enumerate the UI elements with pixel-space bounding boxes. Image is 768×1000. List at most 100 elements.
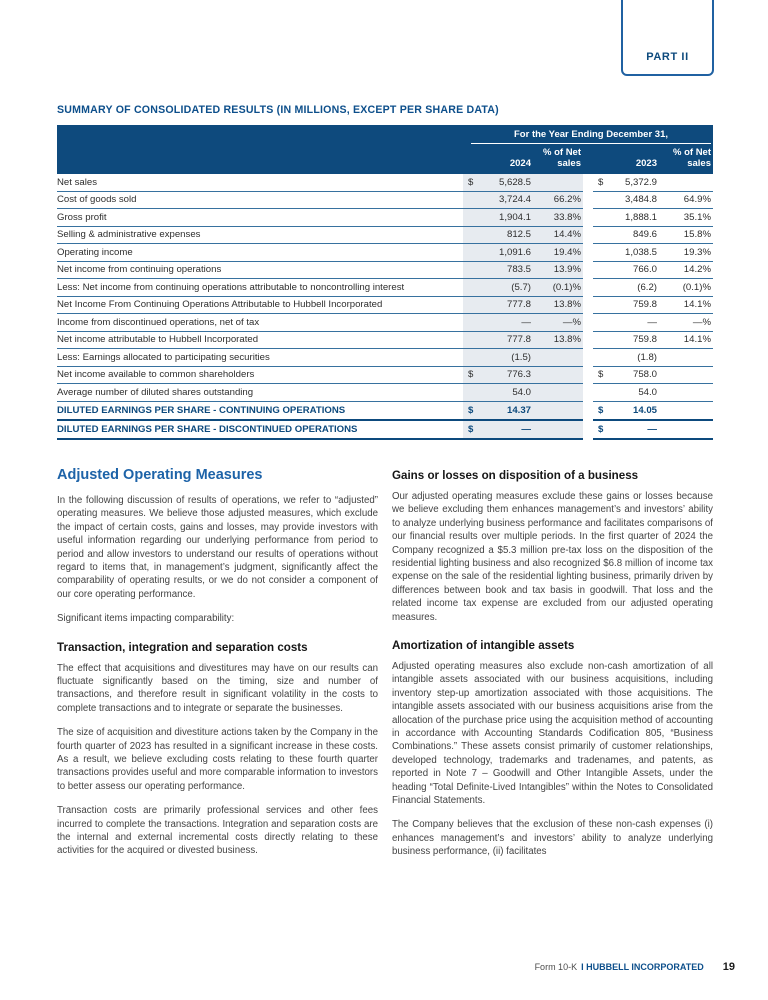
column-gap bbox=[583, 384, 593, 402]
row-label: DILUTED EARNINGS PER SHARE - DISCONTINUE… bbox=[57, 421, 463, 440]
currency-symbol bbox=[598, 194, 604, 205]
value-2024: $5,628.5 bbox=[463, 174, 537, 192]
value-2024-number: 14.37 bbox=[506, 404, 531, 416]
value-2023: $ — bbox=[593, 421, 663, 440]
pct-2024: 13.8% bbox=[537, 332, 583, 350]
table-row: Selling & administrative expenses 812.5 14… bbox=[57, 227, 713, 245]
value-2024: (1.5) bbox=[463, 349, 537, 367]
row-label: Income from discontinued operations, net… bbox=[57, 314, 463, 332]
table-row: Less: Net income from continuing operati… bbox=[57, 279, 713, 297]
value-2024: 777.8 bbox=[463, 297, 537, 315]
currency-symbol: $ bbox=[468, 176, 474, 188]
pct-2023: 19.3% bbox=[663, 244, 713, 262]
table-row: Less: Earnings allocated to participatin… bbox=[57, 349, 713, 367]
value-2024-number: 777.8 bbox=[506, 334, 531, 346]
value-2023: (1.8) bbox=[593, 349, 663, 367]
row-label: Gross profit bbox=[57, 209, 463, 227]
value-2024: $ — bbox=[463, 421, 537, 440]
pct-2023: 14.1% bbox=[663, 297, 713, 315]
value-2024: 777.8 bbox=[463, 332, 537, 350]
table-row: DILUTED EARNINGS PER SHARE - DISCONTINUE… bbox=[57, 421, 713, 440]
currency-symbol bbox=[468, 247, 474, 258]
footer-page-number: 19 bbox=[722, 961, 735, 973]
column-gap bbox=[583, 279, 593, 297]
column-gap bbox=[583, 314, 593, 332]
value-2024: 812.5 bbox=[463, 227, 537, 245]
value-2024: $14.37 bbox=[463, 402, 537, 421]
value-2023: 54.0 bbox=[593, 384, 663, 402]
paragraph: In the following discussion of results o… bbox=[57, 494, 378, 600]
pct-2024 bbox=[537, 432, 583, 440]
value-2024-number: 812.5 bbox=[506, 229, 531, 241]
currency-symbol bbox=[468, 299, 474, 310]
column-gap bbox=[583, 262, 593, 280]
subheading-gains-losses-disposition: Gains or losses on disposition of a busi… bbox=[392, 468, 639, 482]
table-row: Income from discontinued operations, net… bbox=[57, 314, 713, 332]
pct-2023 bbox=[663, 360, 713, 367]
column-gap bbox=[583, 192, 593, 210]
value-2023: 3,484.8 bbox=[593, 192, 663, 210]
value-2024-number: 777.8 bbox=[506, 299, 531, 311]
value-2023: (6.2) bbox=[593, 279, 663, 297]
year-ending-label: For the Year Ending December 31, bbox=[471, 125, 711, 144]
column-gap bbox=[583, 227, 593, 245]
value-2023-number: 759.8 bbox=[632, 334, 657, 346]
row-label: Net income from continuing operations bbox=[57, 262, 463, 280]
pct-2024 bbox=[537, 378, 583, 385]
pct-2024: —% bbox=[537, 314, 583, 332]
table-row: Operating income 1,091.6 19.4% 1,038.5 19.3% bbox=[57, 244, 713, 262]
row-label: DILUTED EARNINGS PER SHARE - CONTINUING … bbox=[57, 402, 463, 421]
value-2024: 1,904.1 bbox=[463, 209, 537, 227]
subheading-transaction-costs: Transaction, integration and separation … bbox=[57, 640, 308, 654]
value-2023-number: 5,372.9 bbox=[624, 176, 657, 188]
row-label: Net income attributable to Hubbell Incor… bbox=[57, 332, 463, 350]
paragraph: Our adjusted operating measures exclude … bbox=[392, 490, 713, 623]
value-2023: 849.6 bbox=[593, 227, 663, 245]
value-2023-number: 14.05 bbox=[632, 404, 657, 416]
value-2024-number: 776.3 bbox=[506, 369, 531, 381]
pct-2024: 19.4% bbox=[537, 244, 583, 262]
table-row: Average number of diluted shares outstan… bbox=[57, 384, 713, 402]
value-2023: $14.05 bbox=[593, 402, 663, 421]
pct-2023 bbox=[663, 432, 713, 440]
table-header-columns-row: 2024 % of Net sales 2023 % of Net sales bbox=[57, 144, 713, 169]
column-gap bbox=[583, 174, 593, 192]
table-row: Gross profit 1,904.1 33.8% 1,888.1 35.1% bbox=[57, 209, 713, 227]
pct-2023: —% bbox=[663, 314, 713, 332]
value-2023: 1,038.5 bbox=[593, 244, 663, 262]
column-gap bbox=[583, 297, 593, 315]
table-row: Net Income From Continuing Operations At… bbox=[57, 297, 713, 315]
pct-2024 bbox=[537, 395, 583, 402]
value-2023-number: 849.6 bbox=[632, 229, 657, 241]
currency-symbol bbox=[598, 334, 604, 345]
paragraph: The Company believes that the exclusion … bbox=[392, 819, 713, 858]
row-label: Net Income From Continuing Operations At… bbox=[57, 297, 463, 315]
row-label: Selling & administrative expenses bbox=[57, 227, 463, 245]
column-gap bbox=[583, 209, 593, 227]
value-2023-number: 1,888.1 bbox=[624, 211, 657, 223]
value-2024: 54.0 bbox=[463, 384, 537, 402]
value-2023-number: 766.0 bbox=[632, 264, 657, 276]
pct-2024: 14.4% bbox=[537, 227, 583, 245]
pct-2024: 66.2% bbox=[537, 192, 583, 210]
part-ii-tab: PART II bbox=[621, 0, 714, 76]
table-row: DILUTED EARNINGS PER SHARE - CONTINUING … bbox=[57, 402, 713, 421]
pct-2024 bbox=[537, 185, 583, 192]
currency-symbol bbox=[468, 264, 474, 275]
value-2024: — bbox=[463, 314, 537, 332]
value-2023-number: — bbox=[647, 316, 657, 328]
footer-form-label: Form 10-K bbox=[534, 962, 578, 972]
paragraph: The size of acquisition and divestiture … bbox=[57, 727, 378, 792]
table-row: Net income attributable to Hubbell Incor… bbox=[57, 332, 713, 350]
column-gap bbox=[583, 332, 593, 350]
value-2024-number: — bbox=[521, 316, 531, 328]
table-body: Net sales $5,628.5 $5,372.9 Cost of goods s… bbox=[57, 174, 713, 440]
page-content: SUMMARY OF CONSOLIDATED RESULTS (IN MILL… bbox=[57, 104, 713, 870]
currency-symbol bbox=[598, 247, 604, 258]
header-col-pct-2023: % of Net sales bbox=[673, 147, 711, 170]
value-2024-number: 1,904.1 bbox=[498, 211, 531, 223]
pct-2024: 13.9% bbox=[537, 262, 583, 280]
value-2024-number: — bbox=[521, 423, 531, 435]
two-column-text: Adjusted Operating Measures In the follo… bbox=[57, 467, 713, 870]
